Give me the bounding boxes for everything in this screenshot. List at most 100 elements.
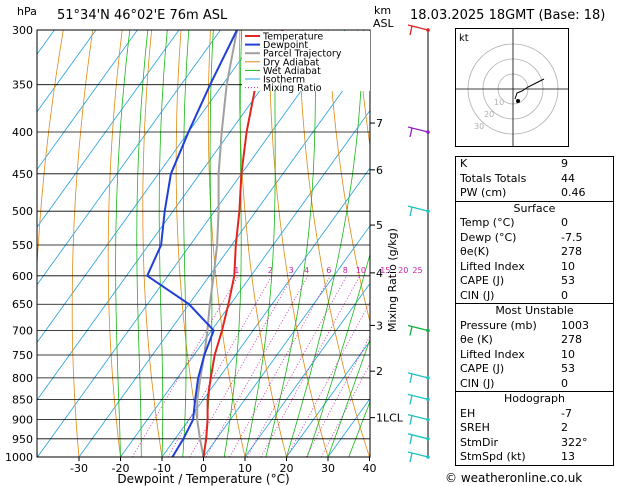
mu-value: 53 bbox=[561, 362, 575, 375]
mixing-ratio-axis-label: Mixing Ratio (g/kg) bbox=[386, 228, 399, 332]
hpa-label: hPa bbox=[17, 5, 37, 18]
wind-barb bbox=[407, 205, 429, 212]
pressure-tick-label: 750 bbox=[12, 349, 33, 362]
mixing-ratio-line bbox=[189, 275, 294, 457]
wind-barb-flag bbox=[409, 373, 413, 384]
surface-value: 10 bbox=[561, 259, 575, 273]
hodo-value: 2 bbox=[561, 421, 568, 434]
legend-entry: Parcel Trajectory bbox=[263, 49, 342, 60]
mu-label: CAPE (J) bbox=[460, 362, 505, 375]
hodo-ring-label: 10 bbox=[494, 98, 504, 107]
isotherm-line bbox=[37, 30, 138, 171]
surface-value: -7.5 bbox=[561, 230, 583, 244]
wet-adiabat-line bbox=[348, 400, 370, 457]
wind-barb bbox=[407, 433, 429, 440]
mixing-ratio-label: 3 bbox=[289, 266, 294, 275]
k-value: 9 bbox=[561, 157, 568, 170]
mu-value: 0 bbox=[561, 376, 568, 390]
mu-label: Pressure (mb) bbox=[460, 318, 537, 332]
mixing-ratio-label: 2 bbox=[268, 266, 273, 275]
mixing-ratio-label: 4 bbox=[304, 266, 309, 275]
wind-barb-dot bbox=[426, 28, 430, 32]
mu-label: CIN (J) bbox=[460, 376, 495, 390]
surface-title: Surface bbox=[456, 200, 613, 217]
temp-tick-label: 20 bbox=[280, 462, 294, 475]
km-tick-label: 1LCL bbox=[376, 412, 404, 425]
hodo-label: StmSpd (kt) bbox=[460, 450, 526, 463]
dry-adiabat-line bbox=[175, 30, 204, 457]
isotherm-line bbox=[161, 167, 370, 457]
mixing-ratio-line bbox=[305, 335, 370, 457]
hodo-value: 322° bbox=[561, 435, 588, 449]
km-tick-label: 2 bbox=[376, 365, 383, 378]
k-label: K bbox=[460, 157, 468, 170]
surface-label: CIN (J) bbox=[460, 288, 495, 302]
hodo-label: EH bbox=[460, 406, 476, 420]
mixing-ratio-label: 8 bbox=[343, 266, 348, 275]
mixing-ratio-line bbox=[260, 275, 361, 457]
hodo-ring-label: 30 bbox=[474, 122, 484, 131]
mu-label: Lifted Index bbox=[460, 347, 525, 361]
wet-adiabat-line bbox=[306, 252, 370, 457]
wind-barb-flag bbox=[409, 415, 413, 425]
surface-label: θe(K) bbox=[460, 245, 490, 258]
hodograph-panel: kt 10 20 30 bbox=[455, 28, 569, 147]
wet-adiabat-line bbox=[182, 30, 190, 457]
wind-barb-dot bbox=[426, 417, 430, 422]
isotherm-line bbox=[37, 30, 221, 286]
pressure-tick-label: 500 bbox=[12, 205, 33, 218]
most-unstable-title: Most Unstable bbox=[456, 303, 613, 319]
pressure-tick-label: 800 bbox=[12, 372, 33, 385]
hodograph-unit: kt bbox=[459, 33, 469, 44]
isotherm-line bbox=[37, 30, 346, 457]
surface-value: 0 bbox=[561, 216, 568, 229]
wet-adiabat-line bbox=[115, 30, 131, 457]
wind-barb-flag bbox=[409, 127, 413, 138]
temp-tick-label: 30 bbox=[321, 462, 335, 475]
pressure-tick-label: 900 bbox=[12, 414, 33, 427]
mu-value: 1003 bbox=[561, 318, 589, 332]
wind-barb-dot bbox=[426, 437, 430, 441]
wind-barb bbox=[407, 126, 429, 133]
wind-barb-flag bbox=[409, 207, 413, 217]
temp-tick-label: 0 bbox=[200, 462, 207, 475]
wind-barb-flag bbox=[409, 326, 413, 336]
wind-barb bbox=[407, 393, 429, 400]
copyright: © weatheronline.co.uk bbox=[445, 471, 583, 485]
pressure-tick-label: 400 bbox=[12, 126, 33, 139]
pressure-tick-label: 550 bbox=[12, 239, 33, 252]
wind-barb-dot bbox=[426, 209, 430, 213]
wind-barb-flag bbox=[409, 395, 413, 405]
surface-label: CAPE (J) bbox=[460, 274, 505, 287]
isotherm-line bbox=[78, 52, 370, 457]
wind-barb-dot bbox=[426, 455, 430, 459]
wind-barb bbox=[407, 372, 429, 379]
legend-box bbox=[242, 31, 370, 91]
mu-value: 278 bbox=[561, 333, 582, 346]
temp-tick-label: -20 bbox=[112, 462, 130, 475]
temperature-line bbox=[202, 30, 284, 457]
hodo-label: SREH bbox=[460, 421, 490, 434]
pressure-tick-label: 1000 bbox=[5, 451, 33, 464]
km-tick-label: 7 bbox=[376, 117, 383, 130]
legend-entry: Mixing Ratio bbox=[263, 83, 322, 94]
datetime-title: 18.03.2025 18GMT (Base: 18) bbox=[410, 8, 606, 23]
surface-value: 53 bbox=[561, 274, 575, 287]
mixing-ratio-label: 25 bbox=[412, 266, 422, 275]
isotherm-line bbox=[203, 225, 370, 457]
mixing-ratio-label: 1 bbox=[234, 266, 239, 275]
wind-barb-flag bbox=[409, 434, 413, 444]
km-tick-label: 6 bbox=[376, 164, 383, 177]
mixing-ratio-label: 15 bbox=[380, 266, 390, 275]
pressure-tick-label: 300 bbox=[12, 24, 33, 37]
plot-area bbox=[37, 30, 370, 457]
temp-tick-label: 40 bbox=[363, 462, 377, 475]
pressure-tick-label: 450 bbox=[12, 168, 33, 181]
isotherm-line bbox=[286, 340, 370, 457]
tt-label: Totals Totals bbox=[460, 171, 527, 185]
isotherm-line bbox=[37, 30, 97, 113]
pressure-tick-label: 600 bbox=[12, 270, 33, 283]
legend-entry: Isotherm bbox=[263, 75, 305, 86]
surface-label: Temp (°C) bbox=[460, 216, 515, 229]
